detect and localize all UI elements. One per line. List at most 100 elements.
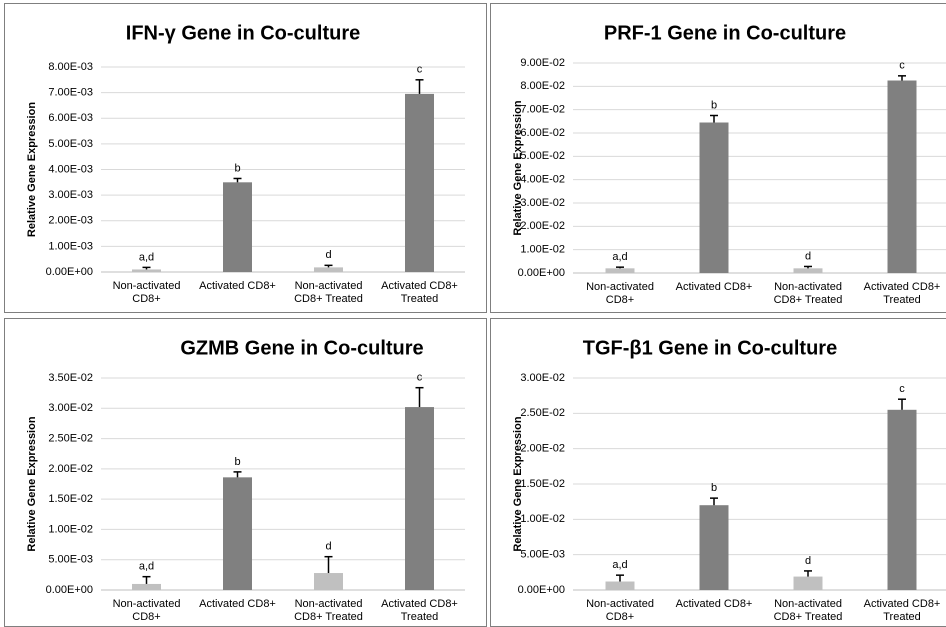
x-tick-label: Activated CD8+ Treated <box>863 281 941 306</box>
bar <box>699 122 729 273</box>
y-tick-label: 2.00E-02 <box>48 463 93 475</box>
y-tick-label: 1.00E-02 <box>520 244 565 256</box>
bar <box>793 268 823 273</box>
bar <box>132 269 161 272</box>
bar <box>314 267 343 272</box>
annotation: a,d <box>612 559 627 571</box>
y-tick-label: 2.50E-02 <box>48 432 93 444</box>
x-tick-label: Non-activated CD8+ Treated <box>294 598 363 623</box>
error-bar <box>710 497 718 506</box>
error-bar <box>415 386 424 408</box>
error-bar <box>233 471 242 478</box>
annotation: b <box>711 482 717 494</box>
y-tick-label: 8.00E-02 <box>520 80 565 92</box>
y-tick-label: 5.00E-03 <box>48 138 93 150</box>
bar <box>223 182 252 272</box>
bar <box>699 505 729 590</box>
error-bar <box>898 75 906 81</box>
bar <box>405 407 434 590</box>
y-tick-label: 9.00E-02 <box>520 57 565 69</box>
bar <box>887 80 917 273</box>
y-tick-label: 7.00E-02 <box>520 104 565 116</box>
x-tick-label: Non-activated CD8+ <box>112 280 181 305</box>
y-tick-label: 2.50E-02 <box>520 407 565 419</box>
error-bar <box>616 574 624 582</box>
x-tick-label: Activated CD8+ Treated <box>381 280 458 305</box>
y-tick-label: 1.50E-02 <box>520 478 565 490</box>
y-tick-label: 6.00E-03 <box>48 112 93 124</box>
y-tick-label: 8.00E-03 <box>48 61 93 73</box>
annotation: d <box>805 555 811 567</box>
bar <box>605 268 635 273</box>
bar <box>405 93 434 272</box>
error-bar <box>415 79 424 94</box>
y-tick-label: 4.00E-02 <box>520 174 565 186</box>
bar <box>605 581 635 590</box>
error-bar <box>804 570 812 577</box>
annotation: a,d <box>139 561 154 573</box>
annotation: a,d <box>139 251 154 263</box>
annotation: c <box>417 64 423 76</box>
annotation: a,d <box>612 251 627 263</box>
annotation: d <box>805 250 811 262</box>
error-bar <box>804 265 812 269</box>
annotation: d <box>325 541 331 553</box>
error-bar <box>233 177 242 183</box>
y-tick-label: 0.00E+00 <box>46 266 93 278</box>
bar <box>314 573 343 590</box>
y-tick-label: 4.00E-03 <box>48 163 93 175</box>
chart-title: IFN-γ Gene in Co-culture <box>126 22 360 44</box>
annotation: b <box>711 99 717 111</box>
y-tick-label: 2.00E-02 <box>520 443 565 455</box>
bar <box>887 409 917 590</box>
y-tick-label: 1.00E-02 <box>48 523 93 535</box>
y-tick-label: 3.00E-03 <box>48 189 93 201</box>
bar <box>132 583 161 590</box>
x-tick-label: Activated CD8+ Treated <box>381 598 458 623</box>
y-axis-label: Relative Gene Expression <box>26 102 38 237</box>
bar <box>223 477 252 590</box>
y-tick-label: 5.00E-03 <box>520 549 565 561</box>
x-tick-label: Activated CD8+ <box>199 598 276 610</box>
chart-title: PRF-1 Gene in Co-culture <box>604 22 846 44</box>
y-tick-label: 5.00E-03 <box>48 554 93 566</box>
y-axis-label: Relative Gene Expression <box>512 100 524 235</box>
y-axis-label: Relative Gene Expression <box>512 416 524 551</box>
y-tick-label: 7.00E-03 <box>48 87 93 99</box>
y-tick-label: 1.00E-02 <box>520 513 565 525</box>
annotation: b <box>234 456 240 468</box>
x-tick-label: Non-activated CD8+ <box>112 598 181 623</box>
chart-title: TGF-β1 Gene in Co-culture <box>583 337 837 359</box>
error-bar <box>616 266 624 269</box>
y-tick-label: 5.00E-02 <box>520 150 565 162</box>
annotation: d <box>325 249 331 261</box>
y-tick-label: 1.00E-03 <box>48 240 93 252</box>
chart-title: GZMB Gene in Co-culture <box>180 337 423 359</box>
annotation: b <box>234 162 240 174</box>
error-bar <box>898 398 906 410</box>
x-tick-label: Activated CD8+ <box>675 598 753 610</box>
annotation: c <box>899 383 905 395</box>
y-tick-label: 6.00E-02 <box>520 127 565 139</box>
y-tick-label: 3.00E-02 <box>520 197 565 209</box>
error-bar <box>324 555 333 574</box>
x-tick-label: Non-activated CD8+ Treated <box>773 598 843 623</box>
error-bar <box>324 264 333 268</box>
y-tick-label: 2.00E-03 <box>48 215 93 227</box>
x-tick-label: Non-activated CD8+ Treated <box>294 280 363 305</box>
x-tick-label: Activated CD8+ <box>199 280 276 292</box>
y-tick-label: 2.00E-02 <box>520 220 565 232</box>
y-tick-label: 0.00E+00 <box>518 267 565 279</box>
error-bar <box>710 114 718 123</box>
error-bar <box>142 266 151 270</box>
y-axis-label: Relative Gene Expression <box>26 416 38 551</box>
x-tick-label: Activated CD8+ Treated <box>863 598 941 623</box>
x-tick-label: Activated CD8+ <box>675 281 753 293</box>
y-tick-label: 0.00E+00 <box>518 584 565 596</box>
y-tick-label: 3.00E-02 <box>520 372 565 384</box>
error-bar <box>142 575 151 584</box>
y-tick-label: 0.00E+00 <box>46 584 93 596</box>
y-tick-label: 3.00E-02 <box>48 402 93 414</box>
